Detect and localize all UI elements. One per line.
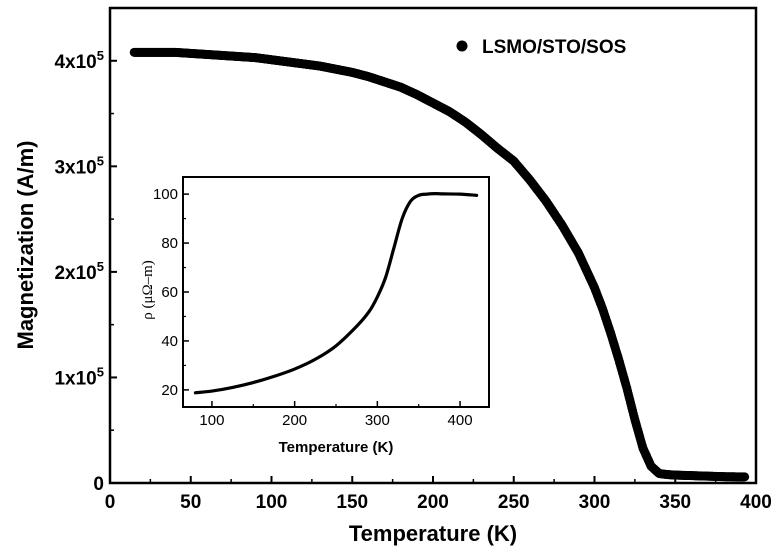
- main-x-tick-label: 100: [256, 492, 288, 513]
- main-y-tick-label: 2x105: [54, 259, 104, 284]
- inset-y-tick-label: 80: [161, 235, 178, 252]
- inset-background: [183, 177, 489, 407]
- inset-data-series: [193, 192, 479, 395]
- main-y-tick-label: 4x105: [54, 48, 104, 73]
- main-x-tick-label: 250: [498, 492, 530, 513]
- legend-label: LSMO/STO/SOS: [482, 37, 626, 58]
- inset-x-tick-label: 200: [282, 412, 307, 429]
- resistivity-curve: [193, 192, 479, 395]
- inset-x-tick-label: 100: [199, 412, 224, 429]
- main-x-tick-label: 200: [417, 492, 449, 513]
- main-y-tick-label: 1x105: [54, 364, 104, 389]
- main-x-axis-label: Temperature (K): [349, 521, 517, 546]
- main-x-axis: 0 50 100 150 200 250 300 350 400: [105, 476, 771, 513]
- inset-y-axis-label: ρ (μΩ–m): [140, 260, 156, 320]
- main-x-tick-label: 400: [740, 492, 771, 513]
- main-x-tick-label: 150: [336, 492, 368, 513]
- main-y-tick-label: 0: [93, 474, 104, 495]
- inset-x-tick-label: 400: [448, 412, 473, 429]
- main-x-tick-label: 50: [180, 492, 201, 513]
- inset-x-tick-label: 300: [365, 412, 390, 429]
- inset-y-tick-label: 100: [153, 186, 178, 203]
- main-y-axis: 0 1x105 2x105 3x105 4x105: [54, 48, 117, 495]
- inset-y-tick-label: 60: [161, 284, 178, 301]
- legend-marker: [456, 40, 468, 52]
- main-x-tick-label: 0: [105, 492, 116, 513]
- inset-y-axis: 20 40 60 80 100: [153, 186, 189, 399]
- inset-x-axis-label: Temperature (K): [279, 439, 394, 456]
- main-y-tick-label: 3x105: [54, 153, 104, 178]
- main-data-series: [129, 47, 750, 482]
- main-x-tick-label: 350: [659, 492, 691, 513]
- inset-y-tick-label: 20: [161, 382, 178, 399]
- inset-y-tick-label: 40: [161, 333, 178, 350]
- inset-x-axis: 100 200 300 400: [199, 401, 473, 429]
- main-x-tick-label: 300: [579, 492, 611, 513]
- main-y-axis-label: Magnetization (A/m): [13, 141, 38, 350]
- data-point: [740, 472, 750, 482]
